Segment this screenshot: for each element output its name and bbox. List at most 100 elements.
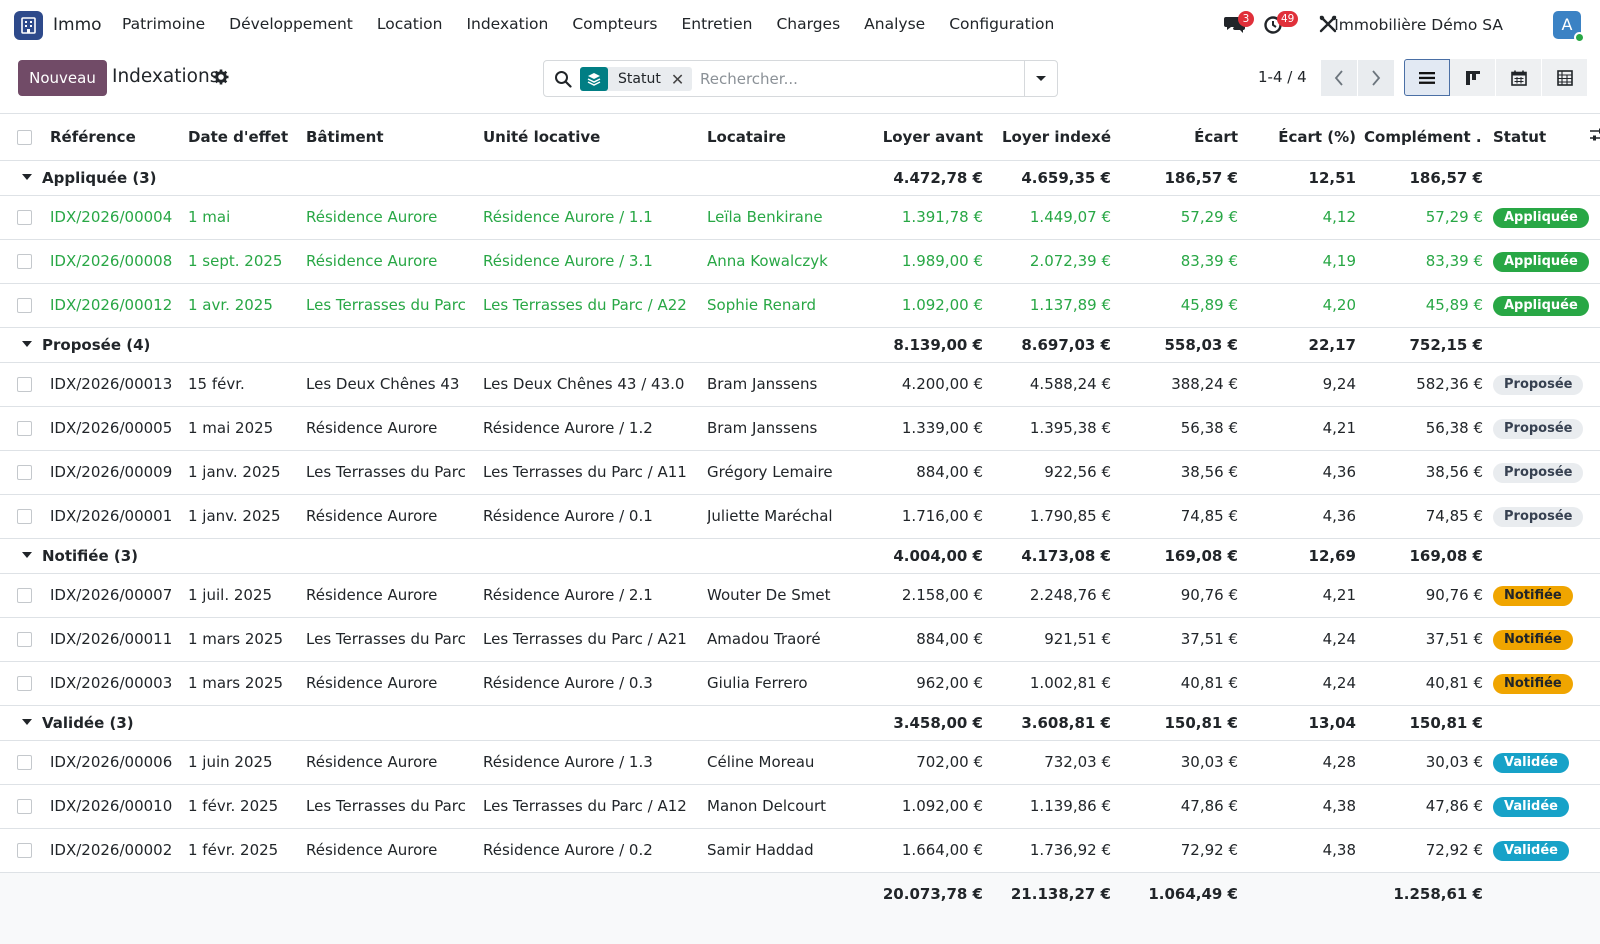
cell-rent-indexed: 2.072,39 € — [1029, 252, 1111, 270]
cell-complement: 47,86 € — [1425, 797, 1483, 815]
cell-tenant: Grégory Lemaire — [707, 463, 833, 481]
menu-item-7[interactable]: Analyse — [864, 15, 926, 33]
group-total-rent-before: 8.139,00 € — [893, 335, 983, 354]
row-checkbox[interactable] — [17, 676, 32, 691]
cell-unit: Les Terrasses du Parc / A11 — [483, 463, 687, 481]
row-checkbox[interactable] — [17, 254, 32, 269]
group-total-difference: 186,57 € — [1164, 168, 1238, 187]
group-row[interactable]: Validée (3) 3.458,00 € 3.608,81 € 150,81 € 1… — [0, 705, 1600, 740]
row-checkbox[interactable] — [17, 509, 32, 524]
cell-rent-indexed: 1.790,85 € — [1029, 507, 1111, 525]
col-header-building[interactable]: Bâtiment — [306, 128, 384, 147]
pager-next-chevron-right-icon[interactable] — [1358, 60, 1394, 96]
row-checkbox[interactable] — [17, 465, 32, 480]
status-badge: Validée — [1493, 840, 1569, 861]
activity-clock-icon[interactable]: 49 — [1263, 11, 1299, 38]
caret-down-icon[interactable] — [22, 719, 32, 725]
debug-tools-icon[interactable] — [1318, 14, 1342, 38]
table-row[interactable]: IDX/2026/00001 1 janv. 2025 Résidence Auro… — [0, 494, 1600, 538]
row-checkbox[interactable] — [17, 377, 32, 392]
caret-down-icon[interactable] — [22, 341, 32, 347]
row-checkbox[interactable] — [17, 755, 32, 770]
cell-tenant: Manon Delcourt — [707, 797, 827, 815]
table-row[interactable]: IDX/2026/00005 1 mai 2025 Résidence Aurore… — [0, 406, 1600, 450]
table-row[interactable]: IDX/2026/00011 1 mars 2025 Les Terrasses d… — [0, 617, 1600, 661]
row-checkbox[interactable] — [17, 210, 32, 225]
menu-item-1[interactable]: Développement — [229, 15, 353, 33]
row-checkbox[interactable] — [17, 632, 32, 647]
row-checkbox[interactable] — [17, 843, 32, 858]
pager-value[interactable]: 1-4 / 4 — [1258, 68, 1307, 86]
row-checkbox[interactable] — [17, 421, 32, 436]
search-input[interactable] — [700, 67, 1020, 91]
calendar-view-icon[interactable] — [1496, 59, 1542, 96]
pivot-view-icon[interactable] — [1542, 59, 1588, 96]
list-view-icon[interactable] — [1404, 59, 1450, 96]
table-row[interactable]: IDX/2026/00002 1 févr. 2025 Résidence Auro… — [0, 828, 1600, 872]
cell-difference-pct: 4,21 — [1322, 419, 1356, 437]
gear-icon[interactable] — [213, 69, 229, 85]
row-checkbox[interactable] — [17, 799, 32, 814]
col-header-reference[interactable]: Référence — [50, 128, 136, 147]
group-label: Proposée (4) — [42, 335, 151, 354]
menu-item-5[interactable]: Entretien — [681, 15, 753, 33]
table-row[interactable]: IDX/2026/00009 1 janv. 2025 Les Terrasses … — [0, 450, 1600, 494]
menu-item-6[interactable]: Charges — [776, 15, 841, 33]
cell-complement: 57,29 € — [1425, 208, 1483, 226]
apps-menu-icon[interactable] — [14, 11, 43, 40]
col-header-status[interactable]: Statut — [1493, 128, 1547, 147]
row-checkbox[interactable] — [17, 298, 32, 313]
cell-reference: IDX/2026/00005 — [50, 419, 173, 437]
table-row[interactable]: IDX/2026/00012 1 avr. 2025 Les Terrasses d… — [0, 283, 1600, 327]
menu-item-0[interactable]: Patrimoine — [122, 15, 206, 33]
search-bar: Statut ✕ — [543, 60, 1058, 97]
facet-label: Statut — [618, 71, 661, 87]
caret-down-icon[interactable] — [22, 174, 32, 180]
cell-unit: Résidence Aurore / 1.2 — [483, 419, 653, 437]
cell-difference: 56,38 € — [1180, 419, 1238, 437]
menu-item-2[interactable]: Location — [376, 15, 443, 33]
menu-item-3[interactable]: Indexation — [466, 15, 549, 33]
app-name[interactable]: Immo — [53, 15, 102, 35]
search-options-chevron-down-icon[interactable] — [1024, 61, 1057, 96]
col-header-rent-indexed[interactable]: Loyer indexé — [1001, 128, 1111, 147]
table-header: Référence Date d'effet Bâtiment Unité lo… — [0, 115, 1600, 160]
col-header-unit[interactable]: Unité locative — [483, 128, 601, 147]
search-icon[interactable] — [554, 70, 572, 88]
table-row[interactable]: IDX/2026/00003 1 mars 2025 Résidence Auror… — [0, 661, 1600, 705]
menu-item-8[interactable]: Configuration — [949, 15, 1055, 33]
cell-tenant: Céline Moreau — [707, 753, 815, 771]
row-checkbox[interactable] — [17, 588, 32, 603]
select-all-checkbox[interactable] — [17, 130, 32, 146]
new-button[interactable]: Nouveau — [18, 60, 107, 96]
cell-building: Les Terrasses du Parc — [306, 296, 466, 314]
user-avatar[interactable]: A — [1553, 11, 1585, 43]
col-header-rent-before[interactable]: Loyer avant — [882, 128, 983, 147]
table-row[interactable]: IDX/2026/00007 1 juil. 2025 Résidence Auro… — [0, 573, 1600, 617]
col-header-complement[interactable]: Complément ... — [1364, 128, 1483, 147]
table-row[interactable]: IDX/2026/00006 1 juin 2025 Résidence Auror… — [0, 740, 1600, 784]
table-row[interactable]: IDX/2026/00010 1 févr. 2025 Les Terrasses … — [0, 784, 1600, 828]
table-row[interactable]: IDX/2026/00013 15 févr. Les Deux Chênes 43… — [0, 362, 1600, 406]
cell-reference: IDX/2026/00010 — [50, 797, 173, 815]
pager-previous-chevron-left-icon[interactable] — [1321, 60, 1357, 96]
table-row[interactable]: IDX/2026/00004 1 mai Résidence Aurore Résid… — [0, 195, 1600, 239]
remove-facet-close-icon[interactable]: ✕ — [670, 69, 685, 89]
col-header-tenant[interactable]: Locataire — [707, 128, 786, 147]
optional-columns-toggle[interactable] — [1590, 115, 1600, 160]
cell-complement: 74,85 € — [1425, 507, 1483, 525]
group-row[interactable]: Notifiée (3) 4.004,00 € 4.173,08 € 169,08 €… — [0, 538, 1600, 573]
table-row[interactable]: IDX/2026/00008 1 sept. 2025 Résidence Auro… — [0, 239, 1600, 283]
status-badge: Appliquée — [1493, 251, 1589, 272]
col-header-date[interactable]: Date d'effet — [188, 128, 289, 147]
caret-down-icon[interactable] — [22, 552, 32, 558]
company-switcher[interactable]: Immobilière Démo SA — [1334, 16, 1503, 34]
col-header-difference-pct[interactable]: Écart (%) — [1278, 128, 1356, 147]
group-row[interactable]: Appliquée (3) 4.472,78 € 4.659,35 € 186,57 … — [0, 160, 1600, 195]
col-header-difference[interactable]: Écart — [1194, 128, 1238, 147]
messaging-icon[interactable]: 3 — [1224, 11, 1254, 38]
cell-rent-before: 702,00 € — [916, 753, 983, 771]
kanban-view-icon[interactable] — [1450, 59, 1496, 96]
group-row[interactable]: Proposée (4) 8.139,00 € 8.697,03 € 558,03 €… — [0, 327, 1600, 362]
menu-item-4[interactable]: Compteurs — [572, 15, 658, 33]
